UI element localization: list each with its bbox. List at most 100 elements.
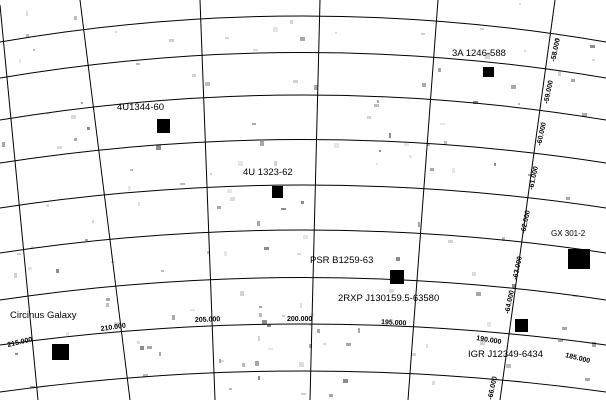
background-count-pixel (143, 374, 148, 377)
latitude-line (0, 323, 606, 346)
background-count-pixel (253, 49, 258, 51)
background-count-pixel (81, 102, 83, 104)
background-count-pixel (558, 340, 563, 342)
background-count-pixel (74, 138, 77, 141)
background-count-pixel (309, 344, 312, 348)
background-count-pixel (257, 221, 260, 226)
longitude-tick-label: 205.000 (195, 316, 221, 324)
background-count-pixel (240, 291, 244, 296)
source-label: 4U 1323-62 (243, 167, 293, 178)
background-count-pixel (432, 381, 435, 385)
background-count-pixel (452, 168, 455, 173)
background-count-pixel (430, 168, 434, 171)
background-count-pixel (592, 59, 595, 61)
latitude-tick-label: -64.000 (504, 290, 516, 315)
background-count-pixel (92, 220, 94, 223)
background-count-pixel (438, 68, 441, 72)
background-count-pixel (585, 378, 590, 381)
background-count-pixel (379, 150, 381, 152)
latitude-line (0, 370, 606, 393)
background-count-pixel (409, 155, 412, 158)
background-count-pixel (282, 315, 285, 317)
background-count-pixel (334, 143, 339, 148)
source-label: GX 301-2 (551, 229, 586, 238)
background-count-pixel (259, 313, 262, 317)
background-count-pixel (404, 143, 409, 146)
background-count-pixel (374, 104, 379, 107)
background-count-pixel (66, 332, 69, 336)
background-count-pixel (473, 101, 478, 104)
background-count-pixel (17, 253, 21, 255)
background-count-pixel (524, 50, 526, 52)
background-count-pixel (358, 328, 360, 333)
background-count-pixel (300, 303, 302, 308)
latitude-line (0, 52, 606, 79)
background-count-pixel (238, 161, 243, 166)
background-count-pixel (487, 322, 491, 327)
background-count-pixel (506, 364, 511, 368)
background-count-pixel (422, 83, 426, 87)
background-count-pixel (106, 303, 109, 307)
background-count-pixel (590, 45, 595, 48)
background-count-pixel (301, 393, 306, 395)
background-count-pixel (31, 246, 34, 249)
source-label: PSR B1259-63 (310, 255, 373, 266)
background-count-pixel (301, 201, 304, 204)
latitude-tick-labels: -58.000 -59.000 -60.000 -61.000 -62.000 … (487, 38, 562, 400)
background-count-pixel (192, 74, 196, 77)
background-count-pixel (274, 161, 277, 166)
background-count-pixel (30, 386, 35, 388)
latitude-tick-label: -58.000 (550, 38, 562, 63)
longitude-line (499, 0, 556, 400)
background-count-pixel (592, 342, 596, 347)
background-count-pixel (267, 324, 271, 327)
background-count-pixel (156, 145, 161, 150)
background-count-pixel (71, 115, 76, 119)
latitude-lines (0, 15, 606, 393)
background-count-pixel (519, 3, 521, 5)
background-count-pixel (317, 329, 320, 333)
background-count-pixel (555, 38, 559, 40)
background-count-pixel (15, 353, 18, 355)
background-count-pixel (205, 82, 210, 86)
background-count-pixel (46, 113, 50, 115)
background-count-pixel (426, 344, 428, 348)
background-count-pixel (262, 320, 267, 324)
background-count-pixel (161, 270, 164, 272)
source-labels: 3A 1246-588 4U1344-60 4U 1323-62 GX 301-… (10, 48, 586, 360)
background-count-pixel (512, 284, 516, 288)
background-count-pixel (444, 141, 447, 145)
background-count-pixel (28, 267, 32, 270)
latitude-tick-label: -63.000 (512, 256, 524, 281)
latitude-tick-label: -66.000 (487, 376, 499, 400)
background-count-pixel (335, 32, 337, 34)
latitude-line (0, 184, 606, 209)
background-count-pixel (219, 359, 221, 363)
longitude-tick-label: 190.000 (476, 335, 502, 346)
background-count-pixel (14, 273, 17, 278)
background-count-pixel (418, 222, 420, 227)
background-count-pixel (421, 33, 425, 35)
background-count-pixel (300, 37, 305, 41)
background-count-pixel (138, 202, 140, 206)
background-count-pixel (486, 53, 491, 55)
background-count-pixel (252, 123, 256, 125)
latitude-tick-label: -59.000 (543, 80, 555, 105)
background-count-pixel (255, 361, 259, 366)
background-count-pixel (448, 240, 453, 243)
background-count-pixel (396, 257, 400, 261)
latitude-line (0, 277, 606, 301)
background-count-pixel (56, 269, 59, 273)
source-label: 2RXP J130159.5-63580 (338, 293, 439, 304)
background-count-pixel (26, 11, 28, 16)
background-count-pixel (140, 346, 144, 350)
latitude-tick-label: -62.000 (520, 210, 532, 235)
background-count-pixel (224, 251, 227, 256)
background-count-pixel (159, 352, 161, 356)
background-count-pixel (221, 360, 224, 362)
background-count-pixel (115, 31, 117, 33)
background-count-pixel (217, 206, 221, 209)
background-count-pixel (74, 16, 77, 20)
background-count-pixel (87, 127, 90, 130)
